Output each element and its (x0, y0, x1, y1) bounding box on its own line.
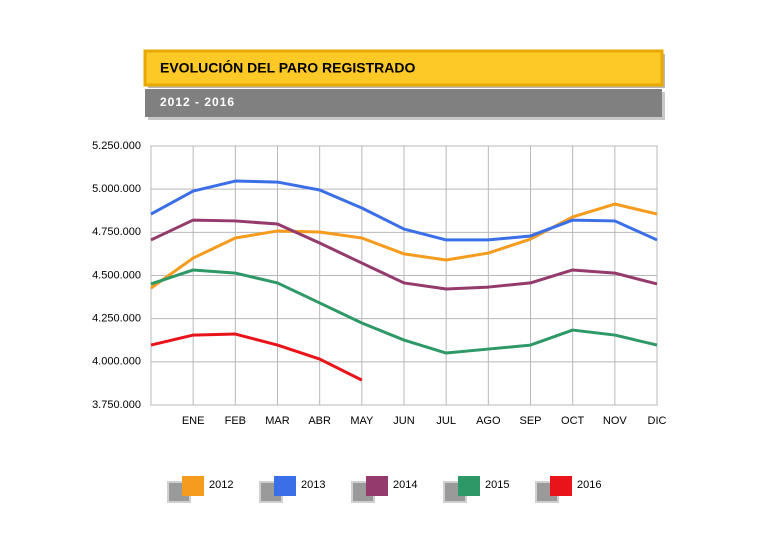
title-box (143, 49, 664, 87)
y-tick-label: 4.750.000 (92, 226, 141, 238)
x-tick-label: MAY (350, 415, 374, 427)
legend-swatch (550, 476, 572, 496)
chart-title: EVOLUCIÓN DEL PARO REGISTRADO (160, 59, 416, 76)
legend-swatch (182, 476, 204, 496)
y-tick-label: 4.500.000 (92, 269, 141, 281)
legend-label: 2012 (209, 479, 233, 491)
legend-label: 2014 (393, 479, 417, 491)
series-line (150, 218, 658, 291)
x-tick-label: AGO (476, 415, 501, 427)
series-line (150, 202, 658, 290)
y-tick-label: 5.250.000 (92, 140, 141, 152)
y-tick-label: 3.750.000 (92, 399, 141, 411)
x-tick-label: OCT (561, 415, 585, 427)
x-tick-label: FEB (225, 415, 246, 427)
x-tick-label: JUL (436, 415, 456, 427)
y-tick-label: 4.000.000 (92, 356, 141, 368)
series-line (150, 179, 658, 242)
legend-swatch (274, 476, 296, 496)
x-tick-label: NOV (603, 415, 628, 427)
legend-swatch (458, 476, 480, 496)
series-line (150, 332, 363, 382)
chart-subtitle: 2012 - 2016 (160, 95, 235, 109)
subtitle-box (145, 89, 662, 117)
y-tick-label: 4.250.000 (92, 313, 141, 325)
legend-swatch (366, 476, 388, 496)
series-line (150, 268, 658, 355)
x-tick-label: DIC (648, 415, 667, 427)
legend-label: 2013 (301, 479, 325, 491)
legend-label: 2016 (577, 479, 601, 491)
x-tick-label: SEP (519, 415, 541, 427)
y-tick-label: 5.000.000 (92, 183, 141, 195)
x-tick-label: JUN (393, 415, 414, 427)
x-tick-label: ENE (182, 415, 205, 427)
legend-label: 2015 (485, 479, 509, 491)
x-tick-label: ABR (308, 415, 331, 427)
x-tick-label: MAR (265, 415, 290, 427)
